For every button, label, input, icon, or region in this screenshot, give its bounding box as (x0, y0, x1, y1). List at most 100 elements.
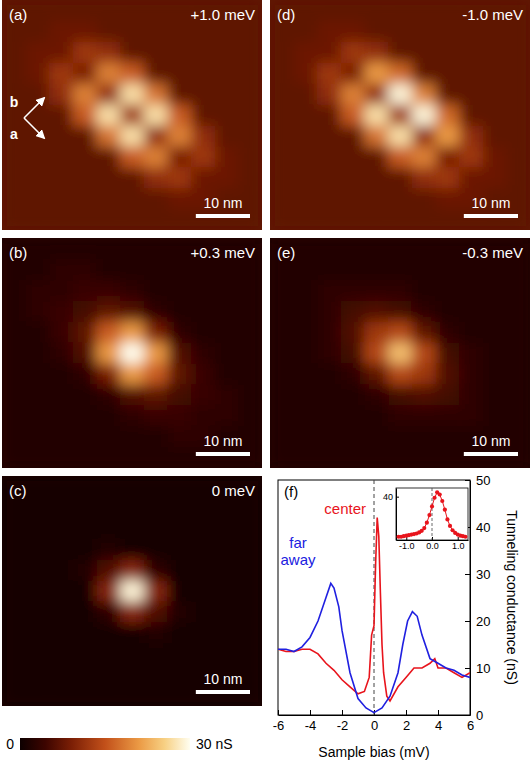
map-cell (238, 301, 262, 322)
map-cell (73, 497, 97, 518)
tick-mark (465, 621, 470, 622)
map-cell (506, 322, 530, 343)
map-cell (215, 560, 239, 581)
x-axis-tick: 4 (435, 710, 442, 733)
map-cell (238, 643, 262, 664)
map-cell (73, 560, 97, 581)
map-cell (341, 280, 365, 301)
tick-label: 2 (403, 718, 410, 733)
map-cell (459, 167, 483, 188)
map-area (270, 0, 530, 230)
series-line (278, 518, 470, 701)
panel-label: (f) (284, 483, 298, 500)
map-cell (506, 63, 530, 84)
inset-point (438, 492, 442, 496)
map-cell (238, 167, 262, 188)
map-cell (191, 447, 215, 468)
map-cell (167, 209, 191, 230)
map-cell (238, 539, 262, 560)
map-cell (120, 322, 144, 343)
map-cell (483, 63, 507, 84)
map-cell (97, 125, 121, 146)
map-cell (120, 0, 144, 21)
map-cell (294, 384, 318, 405)
map-cell (412, 363, 436, 384)
map-cell (26, 643, 50, 664)
map-cell (2, 560, 26, 581)
map-cell (49, 259, 73, 280)
tick-label: 0.0 (426, 541, 439, 551)
map-cell (506, 301, 530, 322)
map-cell (435, 0, 459, 21)
map-cell (73, 63, 97, 84)
map-cell (294, 322, 318, 343)
map-cell (365, 146, 389, 167)
lattice-arrow (24, 98, 44, 118)
map-cell (120, 105, 144, 126)
map-cell (167, 322, 191, 343)
map-area (2, 476, 262, 706)
map-cell (49, 581, 73, 602)
map-cell (365, 188, 389, 209)
map-cell (270, 188, 294, 209)
tick-label: 1.0 (452, 541, 465, 551)
y-axis-tick: 40 (465, 520, 490, 535)
map-cell (97, 539, 121, 560)
map-cell (435, 426, 459, 447)
map-cell (317, 21, 341, 42)
map-cell (412, 84, 436, 105)
map-cell (294, 0, 318, 21)
map-cell (341, 447, 365, 468)
tick-label: 30 (476, 567, 490, 582)
map-cell (215, 259, 239, 280)
map-cell (459, 21, 483, 42)
map-cell (238, 685, 262, 706)
map-cell (191, 146, 215, 167)
map-cell (167, 63, 191, 84)
map-cell (73, 643, 97, 664)
map-cell (49, 63, 73, 84)
map-cell (215, 384, 239, 405)
map-cell (388, 259, 412, 280)
map-cell (26, 188, 50, 209)
map-cell (388, 301, 412, 322)
map-cell (97, 188, 121, 209)
map-cell (317, 63, 341, 84)
map-cell (49, 209, 73, 230)
map-cell (412, 301, 436, 322)
map-cell (459, 125, 483, 146)
map-cell (270, 426, 294, 447)
map-cell (435, 384, 459, 405)
map-cell (270, 21, 294, 42)
inset-x-axis-tick: -1.0 (399, 537, 415, 551)
tick-mark (342, 710, 343, 715)
tick-label: 10 (476, 661, 490, 676)
x-axis-tick: 2 (403, 710, 410, 733)
map-cell (412, 42, 436, 63)
map-cell (341, 238, 365, 259)
map-cell (317, 343, 341, 364)
map-cell (167, 685, 191, 706)
map-cell (120, 447, 144, 468)
inset-point (432, 496, 436, 500)
map-cell (270, 105, 294, 126)
tick-label: 0 (371, 718, 378, 733)
map-cell (2, 426, 26, 447)
scale-bar (464, 214, 518, 218)
map-cells (270, 238, 530, 468)
map-cell (483, 42, 507, 63)
map-cell (167, 447, 191, 468)
map-cell (365, 21, 389, 42)
map-cell (144, 447, 168, 468)
map-ground (2, 238, 262, 468)
map-cell (26, 21, 50, 42)
map-cell (167, 363, 191, 384)
map-cell (120, 601, 144, 622)
map-cell (506, 21, 530, 42)
map-cell (97, 63, 121, 84)
inset-point (448, 524, 452, 528)
tick-label: 50 (476, 473, 490, 488)
map-cell (191, 539, 215, 560)
map-cells (2, 476, 262, 706)
map-cell (167, 426, 191, 447)
